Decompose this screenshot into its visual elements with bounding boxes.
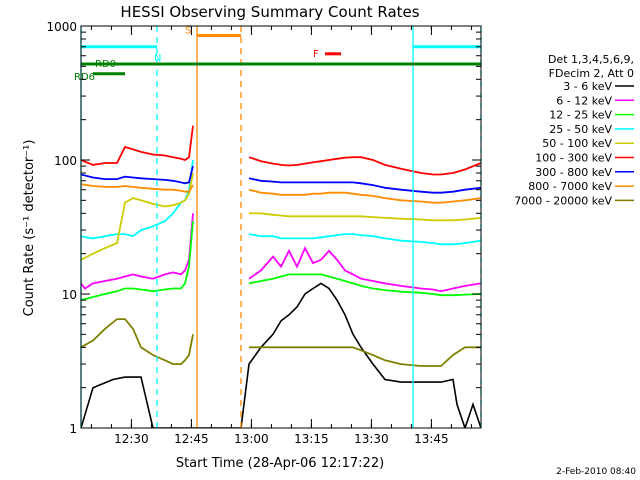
series-line-2-1 [248, 273, 481, 297]
legend-entry-8: 7000 - 20000 keV [514, 194, 612, 207]
legend-header-0: Det 1,3,4,5,6,9, [548, 53, 634, 66]
series-line-6-0 [81, 165, 194, 185]
flag-label-5: RD6 [74, 72, 95, 83]
y-axis-label: Count Rate (s⁻¹ detector⁻¹) [22, 140, 37, 317]
legend-header-1: FDecim 2, Att 0 [549, 67, 634, 80]
legend-entry-3: 25 - 50 keV [549, 123, 612, 136]
flag-label-2: S [185, 25, 191, 36]
series-line-1-1 [248, 246, 481, 293]
flag-label-4: RD0 [95, 59, 116, 70]
series-line-4-1 [249, 212, 481, 222]
series-line-3-1 [248, 233, 481, 246]
series-line-2-0 [81, 221, 194, 301]
legend-entry-2: 12 - 25 keV [549, 109, 612, 122]
series-line-7-1 [248, 188, 481, 204]
series-line-4-0 [81, 172, 194, 261]
chart-title: HESSI Observing Summary Count Rates [120, 3, 419, 21]
legend-entry-1: 6 - 12 keV [556, 94, 612, 107]
flag-label-0: N [154, 53, 161, 64]
series-line-7-0 [81, 183, 194, 193]
series-line-6-1 [248, 177, 481, 194]
axes: 12:30 12:45 13:00 13:15 13:30 13:45 1 10 100 1000 [46, 20, 482, 446]
x-axis-label: Start Time (28-Apr-06 12:17:22) [176, 456, 384, 471]
series-line-8-1 [249, 346, 481, 367]
plot-frame [80, 25, 482, 429]
x-tick-label-1: 12:45 [174, 432, 209, 446]
y-tick-label-0: 1 [69, 422, 77, 436]
flag-label-3: F [313, 49, 319, 60]
legend-entry-4: 50 - 100 keV [542, 137, 612, 150]
series-line-5-0 [81, 125, 194, 166]
legend-entry-0: 3 - 6 keV [563, 80, 612, 93]
x-tick-label-3: 13:15 [294, 432, 329, 446]
series-line-5-1 [248, 156, 481, 176]
series-line-1-0 [81, 213, 194, 290]
legend-entry-5: 100 - 300 keV [535, 152, 612, 165]
y-tick-label-2: 100 [54, 154, 77, 168]
legend: Det 1,3,4,5,6,9,FDecim 2, Att 03 - 6 keV… [514, 53, 634, 207]
legend-entry-6: 300 - 800 keV [535, 166, 612, 179]
y-tick-label-1: 10 [62, 288, 77, 302]
x-tick-label-5: 13:45 [414, 432, 449, 446]
x-tick-label-0: 12:30 [114, 432, 149, 446]
series-line-8-0 [81, 318, 194, 366]
y-tick-label-3: 1000 [46, 20, 77, 34]
x-tick-label-4: 13:30 [354, 432, 389, 446]
legend-entry-7: 800 - 7000 keV [528, 180, 612, 193]
series-line-0-0 [81, 282, 481, 428]
footer-timestamp: 2-Feb-2010 08:40 [556, 467, 636, 477]
x-tick-label-2: 13:00 [234, 432, 269, 446]
